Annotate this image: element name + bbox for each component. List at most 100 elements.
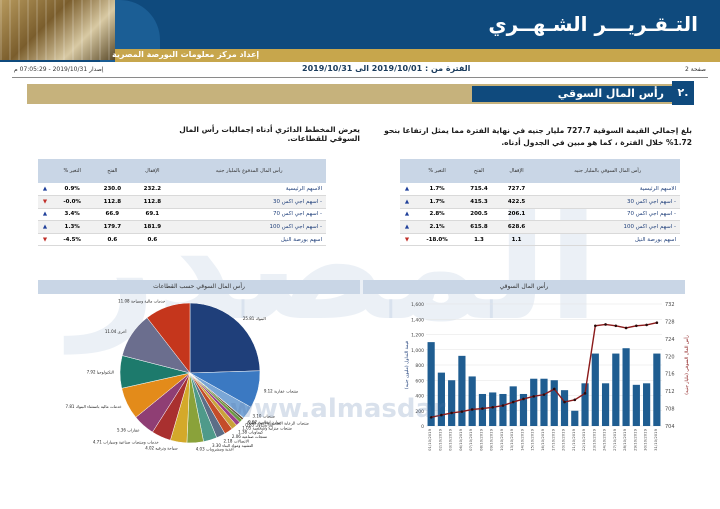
pie-label: منتجات منزلية وشخصية 1.05 (242, 426, 292, 431)
report-subtitle: إعداد مركز معلومات البورصة المصرية (112, 50, 260, 59)
table-header: الإقفال (497, 159, 536, 183)
table-row: ▲ 1.3% 179.7 181.9- اسهم اجي اكس 100 (38, 220, 326, 234)
paid-capital-table: % التغير الفتح الإقفال رأس المال المدفوع با… (38, 159, 326, 247)
y-right-tick: 720 (665, 354, 675, 360)
market-cap-point (655, 321, 659, 325)
market-cap-point (594, 324, 597, 328)
x-tick: 06/10/2019 (458, 428, 463, 450)
market-cap-chart: 1,600 1,400 1,200 1,000 800 600 400 200 0 732 728 7… (404, 302, 690, 451)
x-tick: 21/10/2019 (571, 428, 576, 450)
x-tick: 02/10/2019 (437, 428, 442, 450)
x-tick: 16/10/2019 (540, 428, 545, 450)
trading-value-bar (591, 353, 599, 426)
market-cap-point (604, 323, 607, 326)
close-cell: 628.6 (497, 220, 536, 234)
x-tick: 20/10/2019 (561, 428, 566, 450)
table-row: ▼ -18.0% 1.3 1.1 اسهم بورصة النيل (400, 233, 680, 247)
open-cell: 66.9 (92, 208, 133, 222)
row-label: - اسهم اجي اكس 70 (535, 208, 680, 222)
close-cell: 1.1 (497, 233, 536, 247)
table-row: ▲ 2.1% 615.8 628.6- اسهم اجي اكس 100 (400, 220, 680, 234)
pie-label: منتجات الرعاية الصحية والأدوية 0.46 (247, 420, 309, 425)
open-cell: 1.3 (460, 233, 498, 247)
pie-label: خدمات مالية باستثناء البنوك 7.81 (66, 404, 123, 409)
change-cell: 2.8% (414, 208, 461, 222)
trading-value-bar (540, 378, 548, 426)
trading-value-bar (632, 384, 640, 426)
section-number: ٢. (672, 81, 694, 105)
y-right-tick: 708 (665, 407, 675, 413)
market-cap-point (542, 393, 546, 396)
y-right-tick: 724 (665, 337, 675, 343)
x-tick: 22/10/2019 (581, 428, 586, 450)
open-cell: 200.5 (460, 208, 498, 222)
meta-row: إصدار 2019/10/31 - 07:05:29 م الفترة من … (0, 64, 720, 76)
x-tick: 30/10/2019 (643, 428, 648, 450)
x-tick: 08/10/2019 (478, 428, 483, 450)
pie-slice (189, 302, 261, 374)
close-cell: 181.9 (132, 220, 173, 234)
y-right-label: رأس المال السوقي (مليار جنيه) (683, 335, 690, 395)
market-cap-point (460, 410, 464, 413)
market-cap-point (614, 324, 618, 328)
trend-icon: ▲ (400, 183, 414, 197)
table-row: ▼ -4.5% 0.6 0.6 اسهم بورصة النيل (38, 233, 326, 247)
trend-icon: ▼ (38, 195, 52, 209)
market-cap-point (429, 415, 433, 419)
market-cap-paragraph: بلغ إجمالي القيمة السوقية 727.7 مليار جن… (384, 126, 692, 147)
y-right-tick: 728 (665, 319, 675, 325)
trend-icon: ▲ (400, 220, 414, 234)
y-right-tick: 716 (665, 372, 675, 378)
table-row: ▲ 2.8% 200.5 206.1- اسهم اجي اكس 70 (400, 208, 680, 222)
market-cap-point (583, 392, 587, 395)
change-cell: 2.1% (414, 220, 461, 234)
trading-value-bar (530, 378, 538, 426)
trading-value-bar (519, 393, 528, 426)
table-header: الإقفال (132, 159, 173, 183)
trading-value-bar (427, 342, 435, 426)
close-cell: 422.5 (497, 195, 536, 209)
y-left-tick: 200 (415, 409, 424, 415)
close-cell: 69.1 (132, 208, 173, 222)
x-tick: 13/10/2019 (509, 428, 514, 450)
x-tick: 24/10/2019 (602, 428, 607, 450)
pie-label: منتجات عقارية 9.12 (264, 389, 298, 394)
pie-label: التشييد ومواد البناء 3.30 (212, 443, 253, 448)
row-label: اسهم بورصة النيل (172, 233, 326, 247)
x-tick: 31/10/2019 (653, 428, 658, 450)
x-tick: 29/10/2019 (632, 428, 637, 450)
trading-value-bar (509, 386, 517, 426)
x-tick: 15/10/2019 (530, 428, 535, 450)
table-row: ▲ 1.7% 715.4 727.7 الاسهم الرئيسية (400, 183, 680, 197)
x-tick: 17/10/2019 (550, 428, 555, 450)
table-header (38, 159, 52, 183)
row-label: - اسهم اجي اكس 100 (535, 220, 680, 234)
y-left-tick: 1,000 (411, 348, 424, 354)
row-label: - اسهم اجي اكس 30 (535, 195, 680, 209)
pie-label: خدمات ومنتجات صناعية وسيارات 4.71 (93, 440, 159, 445)
open-cell: 179.7 (92, 220, 133, 234)
banner-photo (0, 0, 115, 60)
table-header: الفتح (460, 159, 498, 183)
change-cell: 0.9% (52, 183, 93, 197)
period-range: الفترة من : 2019/10/01 الى 2019/10/31 (302, 64, 471, 73)
table-row: ▲ 0.9% 230.0 232.2 الاسهم الرئيسية (38, 183, 326, 197)
y-left-tick: 600 (415, 378, 424, 384)
open-cell: 0.6 (92, 233, 133, 247)
pie-label: أغذية ومشروبات 4.03 (196, 446, 234, 451)
close-cell: 0.6 (132, 233, 173, 247)
market-cap-chart-title: رأس المال السوقي (363, 280, 685, 294)
x-tick: 10/10/2019 (499, 428, 504, 450)
sector-pie-chart: البنوك 25.81 منتجات عقارية 9.12 منتجات 3.1… (66, 299, 309, 452)
row-label: الاسهم الرئيسية (535, 183, 680, 197)
trading-value-bar (437, 372, 445, 426)
y-left-tick: 1,400 (411, 317, 424, 323)
market-cap-point (624, 326, 628, 330)
pie-label: الاتصالات 2.18 (224, 439, 249, 444)
open-cell: 230.0 (92, 183, 133, 197)
row-label: - اسهم اجي اكس 70 (172, 208, 326, 222)
change-cell: 1.7% (414, 183, 461, 197)
market-cap-point (552, 387, 556, 391)
trading-value-bar (653, 353, 661, 426)
pie-label: البنوك 25.81 (243, 316, 266, 321)
